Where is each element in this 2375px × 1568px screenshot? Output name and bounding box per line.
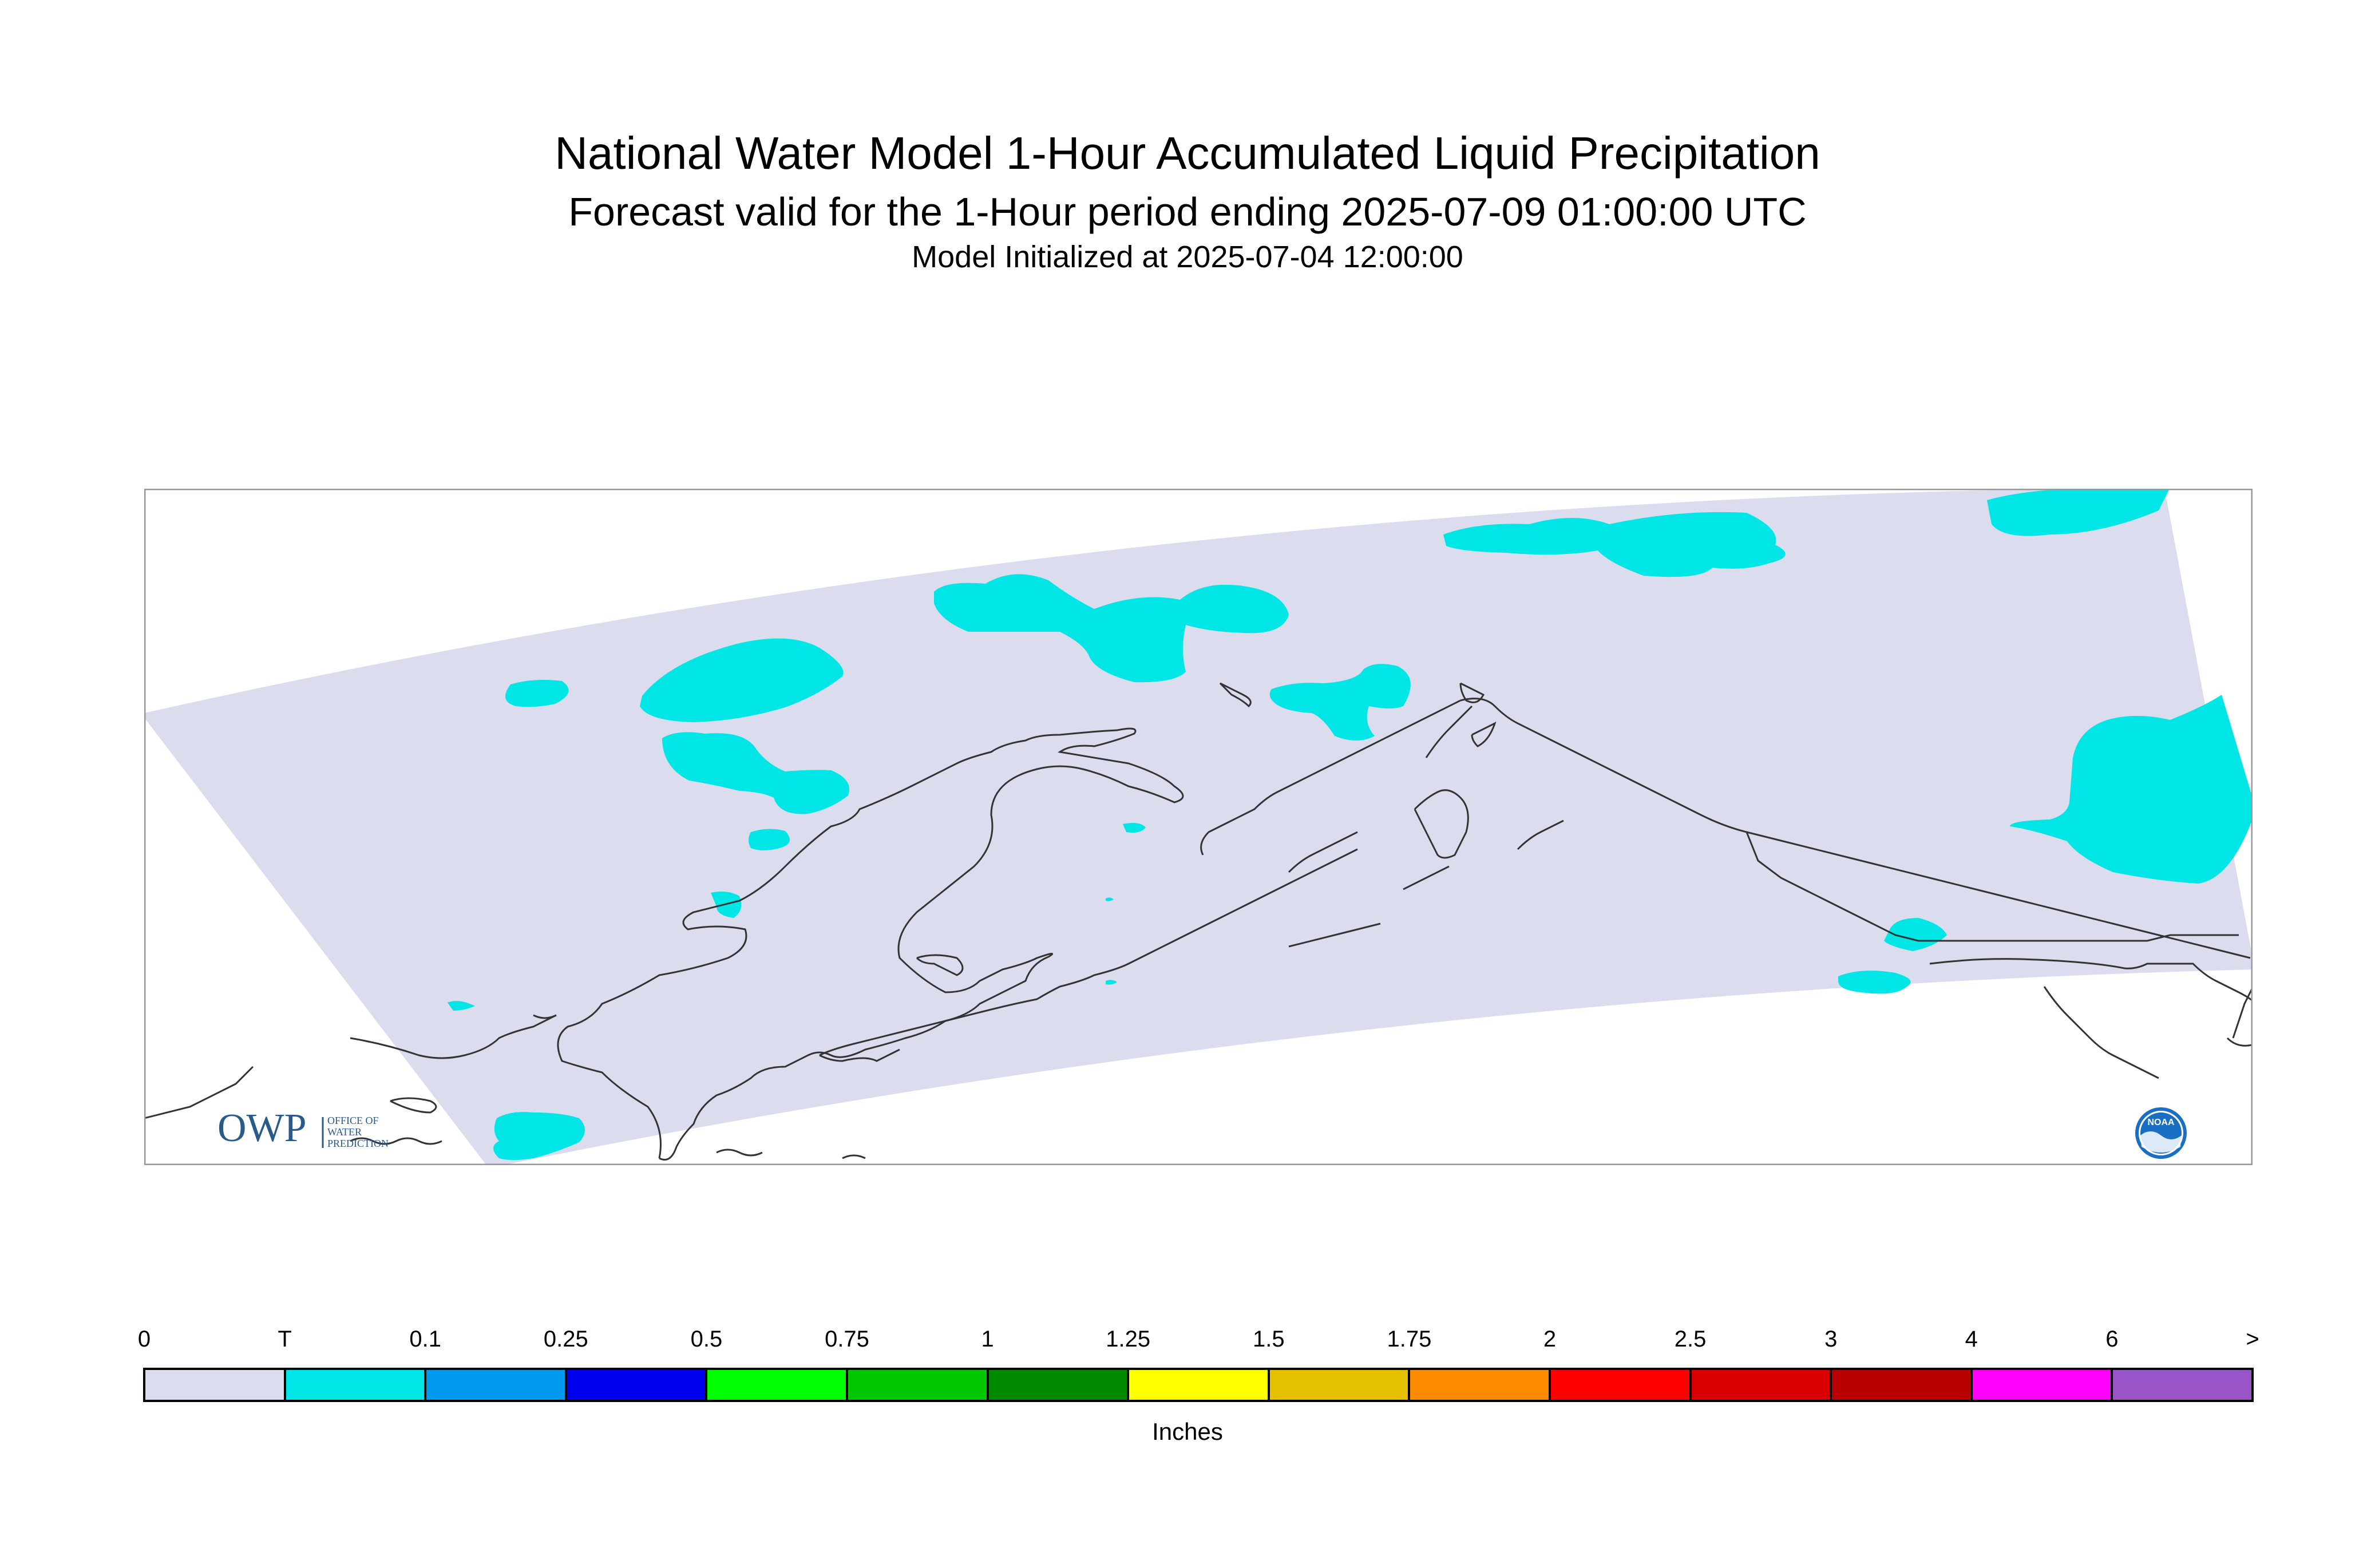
legend-tick-label: 0.75	[825, 1327, 869, 1352]
owp-line-2: WATER	[327, 1126, 362, 1138]
legend-tick-label: 1.75	[1387, 1327, 1432, 1352]
legend-tick-label: 0.25	[543, 1327, 588, 1352]
coastlines	[350, 682, 2253, 1161]
model-init-line: Model Initialized at 2025-07-04 12:00:00	[912, 240, 1463, 274]
legend-tick-label: 0.1	[409, 1327, 441, 1352]
legend-swatch	[846, 1368, 989, 1402]
owp-line-3: PREDICTION	[327, 1138, 389, 1149]
legend-swatch	[1127, 1368, 1270, 1402]
owp-logo: OWP OFFICE OF WATER PREDICTION	[217, 1106, 389, 1150]
owp-mark: OWP	[217, 1106, 307, 1150]
legend-tick-label: 2.5	[1674, 1327, 1707, 1352]
legend-tick-label: 0.5	[690, 1327, 723, 1352]
legend-swatch	[2111, 1368, 2254, 1402]
legend-tick-label: 1	[981, 1327, 994, 1352]
legend-swatch	[1689, 1368, 1832, 1402]
map-title: National Water Model 1-Hour Accumulated …	[555, 128, 1820, 179]
western-coastlines	[144, 1014, 866, 1159]
trace-precip-areas	[448, 489, 2253, 1160]
legend-swatch	[424, 1368, 567, 1402]
legend-swatch	[986, 1368, 1130, 1402]
noaa-logo: NOAA	[2135, 1107, 2187, 1159]
legend-swatch	[1408, 1368, 1551, 1402]
legend-tick-label: 4	[1965, 1327, 1978, 1352]
legend-swatch	[1267, 1368, 1411, 1402]
legend-tick-label: 3	[1824, 1327, 1838, 1352]
model-domain	[144, 489, 2253, 1165]
legend-tick-label: 1.25	[1106, 1327, 1151, 1352]
legend-swatch	[564, 1368, 708, 1402]
legend-swatch	[143, 1368, 286, 1402]
legend-swatch	[1830, 1368, 1973, 1402]
legend-swatch	[1549, 1368, 1692, 1402]
map-subtitle: Forecast valid for the 1-Hour period end…	[568, 189, 1807, 234]
legend-tick-label: 0	[137, 1327, 151, 1352]
owp-line-1: OFFICE OF	[327, 1115, 379, 1126]
legend-tick-label: 1.5	[1252, 1327, 1285, 1352]
noaa-mark: NOAA	[2147, 1118, 2175, 1127]
legend-unit-label: Inches	[1152, 1418, 1223, 1445]
legend-swatch	[1970, 1368, 2113, 1402]
legend-tick-label: T	[278, 1327, 292, 1352]
legend-tick-label: >	[2246, 1327, 2259, 1352]
legend-tick-label: 6	[2105, 1327, 2119, 1352]
precipitation-map: OWP OFFICE OF WATER PREDICTION NOAA	[144, 489, 2253, 1165]
legend-tick-label: 2	[1543, 1327, 1557, 1352]
map-frame	[144, 489, 2253, 1165]
legend-swatch	[283, 1368, 427, 1402]
legend-swatch	[705, 1368, 848, 1402]
